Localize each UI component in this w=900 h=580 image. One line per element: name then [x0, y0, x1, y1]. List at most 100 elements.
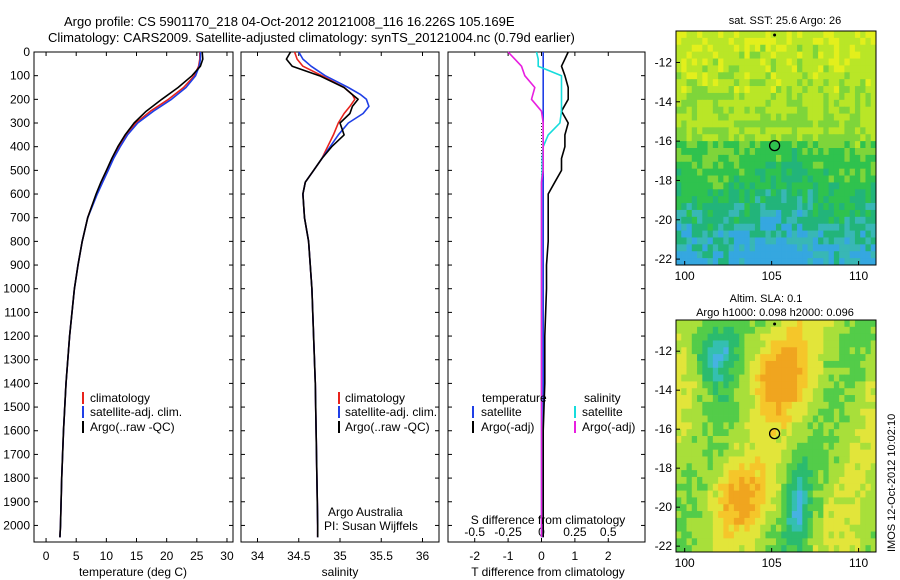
map-cell	[797, 381, 803, 389]
map-cell	[812, 395, 819, 403]
map-cell	[839, 538, 845, 546]
map-cell	[765, 388, 772, 396]
map-cell	[776, 347, 782, 355]
map-cell	[812, 79, 819, 87]
map-cell	[802, 360, 808, 369]
map-cell	[781, 504, 787, 512]
map-cell	[849, 230, 856, 238]
map-cell	[870, 381, 877, 389]
map-cell	[744, 483, 751, 491]
map-cell	[781, 497, 787, 505]
map-cell	[797, 395, 803, 403]
map-cell	[744, 415, 751, 423]
map-cell	[707, 134, 714, 142]
map-cell	[791, 127, 798, 135]
map-cell	[749, 456, 756, 464]
map-cell	[823, 223, 830, 231]
map-cell	[697, 415, 703, 423]
map-cell	[718, 106, 724, 114]
map-cell	[712, 58, 719, 66]
map-cell	[760, 72, 766, 80]
map-cell	[733, 196, 740, 204]
map-cell	[870, 251, 877, 259]
map-cell	[807, 113, 814, 121]
lon-tick-label: 110	[849, 269, 868, 283]
depth-tick-label: 900	[10, 258, 30, 272]
map-cell	[723, 320, 730, 328]
map-cell	[818, 381, 824, 389]
map-cell	[791, 86, 798, 94]
map-cell	[807, 449, 814, 457]
map-cell	[723, 490, 730, 498]
map-cell	[718, 449, 724, 457]
map-cell	[733, 251, 740, 259]
map-cell	[723, 408, 730, 416]
map-cell	[812, 258, 819, 266]
map-cell	[712, 223, 719, 231]
map-cell	[676, 37, 682, 46]
map-cell	[691, 360, 698, 369]
map-cell	[791, 31, 798, 39]
map-cell	[870, 483, 877, 491]
map-cell	[844, 237, 851, 245]
map-cell	[691, 436, 698, 444]
map-cell	[728, 127, 735, 135]
map-cell	[865, 113, 872, 121]
map-cell	[749, 203, 756, 211]
map-cell	[739, 44, 745, 53]
map-cell	[860, 106, 866, 114]
map-cell	[833, 120, 840, 128]
map-cell	[712, 216, 719, 225]
map-cell	[723, 429, 730, 437]
x-tick-label: 10	[100, 549, 114, 563]
map-cell	[776, 154, 782, 163]
map-cell	[681, 333, 687, 341]
map-cell	[791, 538, 798, 546]
map-cell	[854, 360, 861, 369]
legend-header-salinity: salinity	[584, 391, 621, 405]
map-cell	[754, 148, 761, 156]
map-cell	[776, 517, 782, 526]
map-cell	[854, 538, 861, 546]
map-cell	[697, 476, 703, 485]
map-cell	[828, 401, 835, 410]
map-cell	[802, 120, 808, 128]
map-cell	[718, 44, 724, 53]
map-cell	[765, 504, 772, 512]
map-cell	[760, 436, 766, 444]
map-cell	[818, 531, 824, 539]
map-cell	[833, 86, 840, 94]
map-cell	[833, 381, 840, 389]
map-cell	[865, 175, 872, 183]
map-cell	[744, 258, 751, 266]
map-cell	[723, 436, 730, 444]
map-cell	[697, 141, 703, 149]
map-cell	[749, 401, 756, 410]
map-cell	[797, 333, 803, 341]
map-cell	[697, 58, 703, 66]
map-cell	[776, 381, 782, 389]
map-cell	[676, 456, 682, 464]
map-cell	[739, 141, 745, 149]
map-cell	[697, 456, 703, 464]
map-cell	[718, 37, 724, 46]
map-cell	[818, 44, 824, 53]
map-cell	[728, 367, 735, 375]
map-cell	[744, 490, 751, 498]
map-cell	[781, 326, 787, 335]
map-cell	[807, 320, 814, 328]
map-cell	[739, 340, 745, 348]
map-cell	[712, 79, 719, 87]
map-cell	[765, 31, 772, 39]
map-cell	[823, 340, 830, 348]
map-cell	[786, 99, 793, 108]
map-cell	[765, 395, 772, 403]
map-cell	[765, 216, 772, 225]
map-cell	[791, 347, 798, 355]
map-cell	[776, 511, 782, 519]
map-cell	[697, 436, 703, 444]
map-cell	[791, 422, 798, 430]
map-cell	[681, 408, 687, 416]
map-cell	[765, 422, 772, 430]
map-cell	[776, 106, 782, 114]
